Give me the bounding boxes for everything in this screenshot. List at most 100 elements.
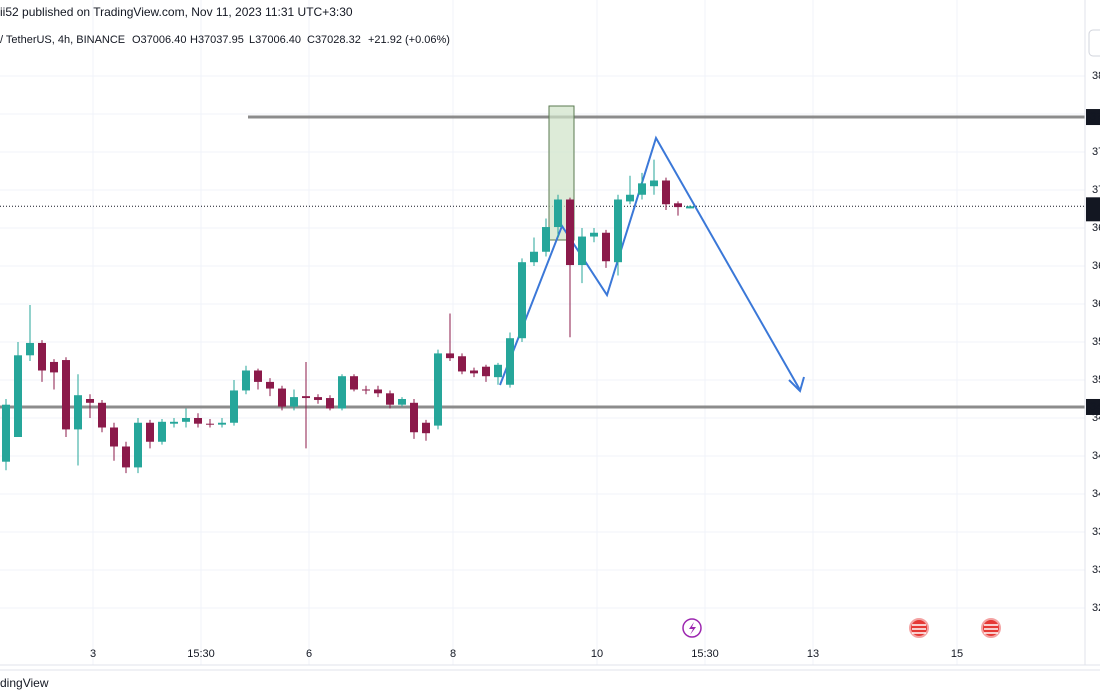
y-tick-label: 36000 <box>1092 298 1100 310</box>
y-tick-label: 35600 <box>1092 336 1100 348</box>
candle-body <box>98 402 106 428</box>
ohlc-value: H37037.95 <box>190 34 244 46</box>
candle-body <box>206 423 214 425</box>
candle-body <box>398 399 406 405</box>
candle-body <box>578 236 586 266</box>
candle-body <box>146 422 154 442</box>
candle-body <box>62 360 70 430</box>
logo: dingView <box>0 676 49 690</box>
x-tick-label: 8 <box>450 648 456 660</box>
level-label-box <box>1086 109 1100 126</box>
candle-body <box>26 342 34 356</box>
candle-body <box>674 203 682 208</box>
candle-body <box>554 199 562 228</box>
published-line: ii52 published on TradingView.com, Nov 1… <box>0 5 353 19</box>
x-tick-label: 15:30 <box>187 648 215 660</box>
candle-body <box>2 404 10 462</box>
lightning <box>689 622 696 635</box>
candle-body <box>422 422 430 434</box>
ohlc-value: C37028.32 <box>307 34 361 46</box>
candle-body <box>434 353 442 426</box>
event-icon[interactable] <box>981 618 1001 638</box>
candle-body <box>614 199 622 263</box>
candle-body <box>290 397 298 407</box>
candle-body <box>338 376 346 409</box>
ohlc-value: L37006.40 <box>249 34 301 46</box>
symbol: / TetherUS, 4h, BINANCE <box>0 34 125 46</box>
candle-body <box>326 398 334 409</box>
candle-body <box>170 421 178 424</box>
candle-body <box>158 421 166 442</box>
event-icon[interactable] <box>909 618 929 638</box>
grid <box>0 0 1085 665</box>
y-tick-label: 33200 <box>1092 564 1100 576</box>
candle-body <box>386 393 394 405</box>
candle-body <box>566 199 574 266</box>
candle-body <box>458 356 466 372</box>
candles <box>2 159 694 474</box>
candle-body <box>86 399 94 403</box>
candle-body <box>218 422 226 425</box>
candle-body <box>506 338 514 385</box>
candle-body <box>50 361 58 373</box>
x-tick-label: 15:30 <box>691 648 719 660</box>
projection-arrow <box>788 376 805 393</box>
y-tick-label: 34000 <box>1092 488 1100 500</box>
candle-body <box>254 370 262 382</box>
scale-button[interactable] <box>1088 29 1100 57</box>
candle-body <box>122 446 130 468</box>
flag <box>984 624 998 634</box>
last-price-box <box>1086 197 1100 222</box>
projection-path <box>499 135 801 391</box>
x-tick-label: 6 <box>306 648 312 660</box>
candle-body <box>38 342 46 371</box>
candle-body <box>230 390 238 423</box>
candle-body <box>134 422 142 468</box>
level-label-box <box>1086 398 1100 415</box>
level-label: 34916 <box>1090 401 1100 413</box>
level-label: 37968 <box>1090 111 1100 123</box>
y-tick-label: 35200 <box>1092 374 1100 386</box>
candle-body <box>518 262 526 339</box>
ohlc-value: +21.92 (+0.06%) <box>368 34 450 46</box>
candle-body <box>374 389 382 394</box>
candle-body <box>482 366 490 377</box>
candle-body <box>638 183 646 195</box>
y-tick-label: 36800 <box>1092 222 1100 234</box>
x-tick-label: 13 <box>807 648 819 660</box>
candle-body <box>590 232 598 237</box>
event-icons <box>682 618 1001 638</box>
candle-body <box>362 389 370 391</box>
candle-body <box>182 418 190 422</box>
x-tick-label: 15 <box>951 648 963 660</box>
candle-body <box>626 194 634 202</box>
y-tick-label: 37200 <box>1092 184 1100 196</box>
candle-body <box>110 427 118 447</box>
x-tick-label: 10 <box>591 648 603 660</box>
candle-body <box>278 388 286 407</box>
candle-body <box>494 364 502 378</box>
y-tick-label: 34800 <box>1092 412 1100 424</box>
candle-body <box>266 381 274 389</box>
candle-body <box>470 370 478 374</box>
candle-body <box>74 395 82 430</box>
flag <box>912 624 926 634</box>
candle-body <box>350 376 358 390</box>
y-tick-label: 38400 <box>1092 70 1100 82</box>
candle-body <box>650 180 658 187</box>
candle-body <box>446 353 454 359</box>
candle-body <box>242 370 250 391</box>
candle-body <box>410 402 418 433</box>
y-tick-label: 33600 <box>1092 526 1100 538</box>
y-tick-label: 32800 <box>1092 602 1100 614</box>
axes: 32800 33200 33600 34000 34400 34800 35200 35600… <box>90 70 1100 660</box>
candle-body <box>194 418 202 424</box>
x-tick-label: 3 <box>90 648 96 660</box>
candle-body <box>314 397 322 400</box>
candle-body <box>302 396 310 399</box>
candle-body <box>686 206 694 209</box>
candle-body <box>662 180 670 205</box>
candle-body <box>530 251 538 263</box>
